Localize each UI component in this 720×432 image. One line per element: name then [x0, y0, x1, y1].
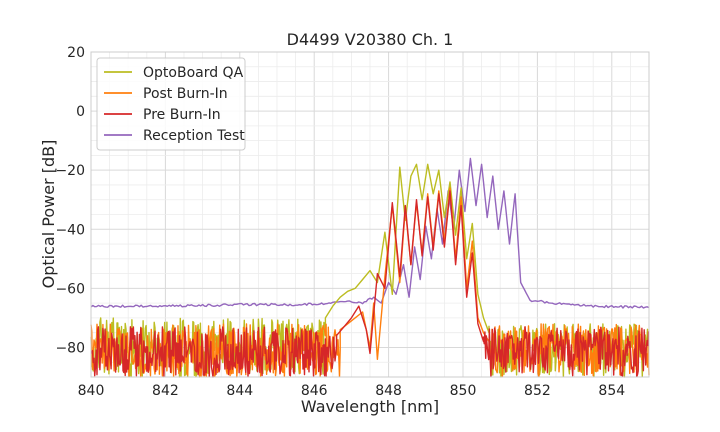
legend-label: OptoBoard QA [143, 65, 244, 81]
legend-label: Post Burn-In [143, 86, 228, 102]
legend: OptoBoard QA Post Burn-In Pre Burn-In Recep… [96, 57, 246, 151]
y-tick-label: −20 [55, 163, 85, 179]
chart-title: D4499 V20380 Ch. 1 [287, 30, 454, 49]
x-tick-label: 842 [152, 383, 179, 399]
y-tick-label: −60 [55, 281, 85, 297]
y-axis-label: Optical Power [dB] [39, 140, 58, 289]
series-group [90, 157, 650, 378]
series-line-pre-burn-in [90, 190, 650, 378]
y-tick-label: −80 [55, 340, 85, 356]
y-tick-label: 0 [76, 104, 85, 120]
y-tick-label: 20 [67, 45, 85, 61]
legend-box [96, 57, 246, 151]
series-line-reception-test [90, 157, 650, 309]
x-tick-label: 840 [78, 383, 105, 399]
x-tick-label: 844 [226, 383, 253, 399]
y-tick-label: −40 [55, 222, 85, 238]
legend-label: Pre Burn-In [143, 107, 221, 123]
x-axis-label: Wavelength [nm] [301, 397, 439, 416]
axes [90, 51, 650, 378]
x-tick-label: 852 [524, 383, 551, 399]
plot-frame [90, 51, 650, 378]
tick-labels: 840 842 844 846 848 850 852 854 −80 −60 −40 −20 0 20 [55, 45, 625, 399]
x-tick-label: 846 [301, 383, 328, 399]
legend-label: Reception Test [143, 128, 245, 144]
x-tick-label: 854 [598, 383, 625, 399]
x-tick-label: 850 [450, 383, 477, 399]
x-tick-label: 848 [375, 383, 402, 399]
